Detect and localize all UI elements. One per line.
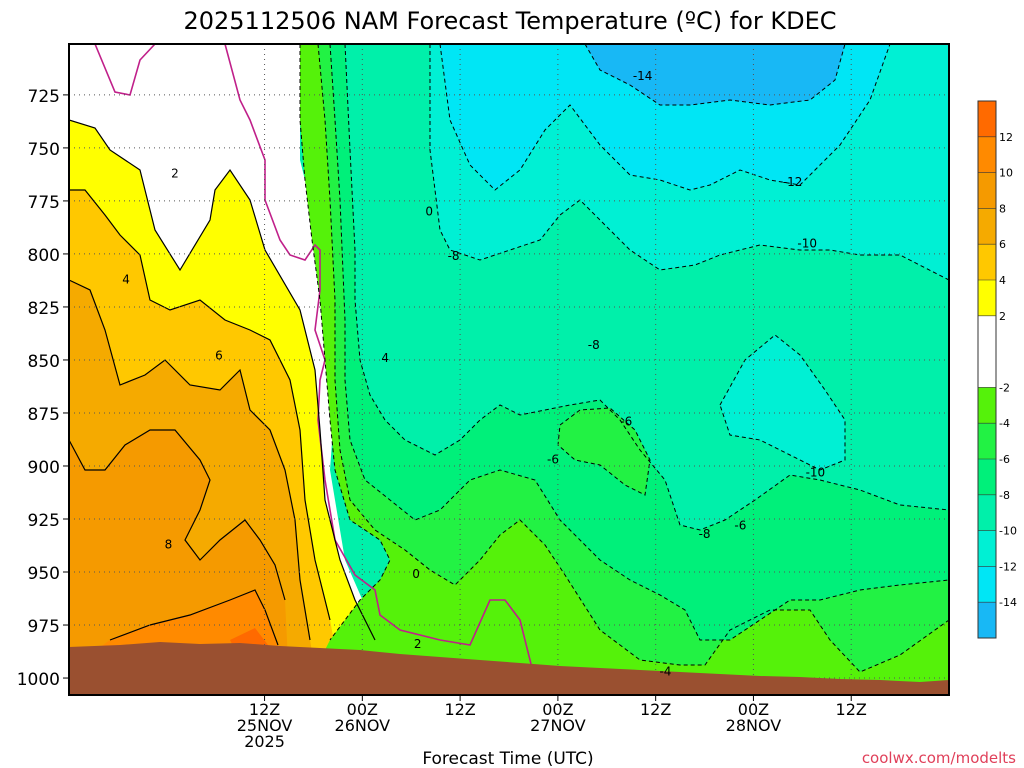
y-tick-label: 950 — [28, 564, 60, 584]
colorbar-bin — [978, 566, 996, 603]
colorbar-label: -8 — [999, 489, 1010, 502]
x-tick-label: 12Z — [249, 700, 280, 719]
contour-label: -8 — [588, 338, 600, 352]
colorbar: 12 10 8 6 4 2 -2 -4 -6 -8 -10 -12 -14 — [977, 100, 1017, 639]
contour-minus8 — [344, 44, 949, 531]
x-tick-label: 12Z — [836, 700, 867, 719]
colorbar-bin — [978, 172, 996, 209]
colorbar-bin — [978, 423, 996, 459]
contour-label: -4 — [659, 665, 671, 679]
colorbar-label: -2 — [999, 381, 1010, 394]
colorbar-bin — [978, 530, 996, 567]
colorbar-label: 8 — [999, 202, 1006, 215]
x-tick-label: 25NOV — [237, 716, 293, 735]
x-tick-label: 12Z — [444, 700, 475, 719]
x-axis-label: Forecast Time (UTC) — [422, 749, 593, 768]
contour-label: -6 — [620, 414, 632, 428]
y-tick-label: 800 — [28, 246, 60, 266]
contour-label: -8 — [699, 527, 711, 541]
contour-minus10-core — [719, 334, 846, 471]
contour-label: -12 — [783, 175, 803, 189]
colorbar-label: 2 — [999, 310, 1006, 323]
contour-label: -14 — [633, 69, 653, 83]
contour-minus6-pocket — [557, 407, 651, 496]
x-tick-label: 12Z — [640, 700, 671, 719]
x-tick-label: 27NOV — [530, 716, 586, 735]
y-tick-label: 725 — [28, 87, 60, 107]
x-tick-label: 00Z — [542, 700, 573, 719]
contour-minus14 — [584, 44, 846, 106]
plot-area — [69, 44, 949, 695]
y-tick-label: 900 — [28, 458, 60, 478]
x-tick-label: 2025 — [244, 732, 285, 751]
colorbar-bin — [978, 459, 996, 495]
credit-text: coolwx.com/modelts — [862, 749, 1016, 767]
x-tick-label: 00Z — [347, 700, 378, 719]
colorbar-bin — [978, 244, 996, 280]
y-tick-label: 975 — [28, 617, 60, 637]
colorbar-label: 12 — [999, 131, 1013, 144]
y-tick-label: 750 — [28, 140, 60, 160]
contour-label: -8 — [448, 249, 460, 263]
x-tick-label: 28NOV — [726, 716, 782, 735]
colorbar-label: -6 — [999, 453, 1010, 466]
contour-label: -10 — [797, 236, 817, 250]
colorbar-label: -10 — [999, 525, 1017, 538]
colorbar-bin — [978, 387, 996, 424]
colorbar-bin — [978, 494, 996, 531]
plot-frame — [68, 43, 950, 696]
contour-minus6 — [329, 44, 949, 641]
y-tick-label: 775 — [28, 193, 60, 213]
x-tick-label: 00Z — [738, 700, 769, 719]
contour-label: 8 — [165, 537, 173, 551]
band-cold-core-minus12 — [720, 335, 845, 470]
contour-label: 0 — [412, 567, 420, 581]
x-tick-label: 26NOV — [335, 716, 391, 735]
band-minus6-pocket — [558, 408, 650, 495]
contour-label: 2 — [414, 637, 422, 651]
contour-minus2 — [299, 44, 391, 641]
colorbar-label: -4 — [999, 417, 1010, 430]
chart-title: 2025112506 NAM Forecast Temperature (ºC)… — [183, 7, 836, 35]
contour-4 — [69, 189, 331, 621]
colorbar-label: -12 — [999, 560, 1017, 573]
contour-labels: 2 4 6 4 0 -8 8 0 2 -14 -12 -10 -8 -6 -6 -10 -8 -6 -4 — [122, 69, 825, 679]
colorbar-bin — [978, 136, 996, 173]
colorbar-bin — [978, 101, 996, 137]
y-tick-label: 825 — [28, 299, 60, 319]
y-tick-label: 1000 — [17, 670, 60, 690]
colorbar-bin — [978, 315, 996, 388]
contour-label: 6 — [215, 349, 223, 363]
contour-label: 4 — [381, 351, 389, 365]
contour-label: -10 — [806, 465, 826, 479]
colorbar-bin — [978, 602, 996, 638]
colorbar-label: 6 — [999, 238, 1006, 251]
contour-label: 2 — [171, 166, 179, 180]
colorbar-label: -14 — [999, 596, 1017, 609]
colorbar-frame — [977, 100, 997, 639]
contour-minus4 — [317, 44, 949, 673]
y-axis: 725 750 775 800 825 850 875 900 925 950 975 1000 — [17, 87, 69, 690]
colorbar-bin — [978, 208, 996, 245]
contour-label: -6 — [547, 453, 559, 467]
y-tick-label: 925 — [28, 511, 60, 531]
contour-minus12 — [439, 44, 891, 191]
y-tick-label: 875 — [28, 405, 60, 425]
contour-6 — [69, 279, 311, 641]
contour-2 — [69, 119, 376, 641]
contour-minus10 — [429, 44, 949, 281]
contour-label: 0 — [425, 205, 433, 219]
band-minus14-minus16 — [585, 44, 845, 105]
y-tick-label: 850 — [28, 352, 60, 372]
colorbar-bin — [978, 280, 996, 316]
colorbar-label: 10 — [999, 167, 1013, 180]
contour-8 — [69, 429, 286, 601]
contour-label: -6 — [734, 518, 746, 532]
terrain-surface — [69, 642, 949, 695]
contour-label: 4 — [122, 272, 130, 286]
colorbar-label: 4 — [999, 274, 1006, 287]
